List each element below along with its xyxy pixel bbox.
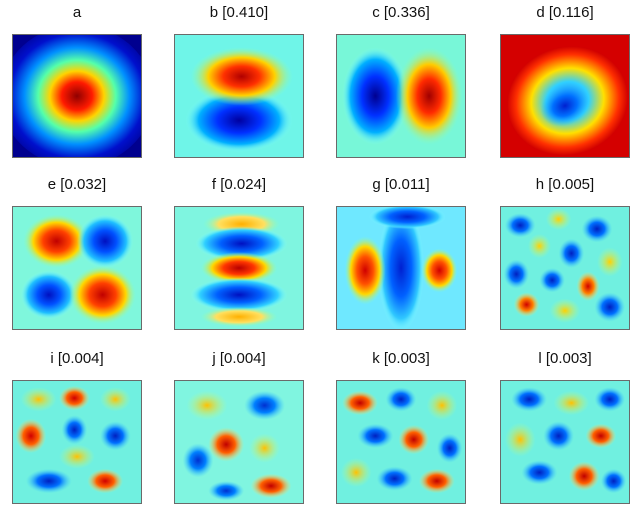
panel-title: h [0.005] bbox=[535, 176, 595, 193]
panel-title: a bbox=[72, 4, 82, 21]
heatmap-f bbox=[174, 206, 304, 330]
heatmap-e bbox=[12, 206, 142, 330]
heatmap-k bbox=[336, 380, 466, 504]
panel-j: j [0.004] bbox=[174, 350, 304, 510]
panel-title: i [0.004] bbox=[50, 350, 104, 367]
panel-e: e [0.032] bbox=[12, 176, 142, 336]
heatmap-l bbox=[500, 380, 630, 504]
panel-g: g [0.011] bbox=[336, 176, 466, 336]
heatmap-a bbox=[12, 34, 142, 158]
panel-title: b [0.410] bbox=[209, 4, 269, 21]
panel-title: l [0.003] bbox=[538, 350, 592, 367]
heatmap-i bbox=[12, 380, 142, 504]
panel-b: b [0.410] bbox=[174, 4, 304, 164]
panel-c: c [0.336] bbox=[336, 4, 466, 164]
heatmap-b bbox=[174, 34, 304, 158]
heatmap-d bbox=[500, 34, 630, 158]
panel-title: f [0.024] bbox=[211, 176, 267, 193]
heatmap-j bbox=[174, 380, 304, 504]
heatmap-g bbox=[336, 206, 466, 330]
panel-title: g [0.011] bbox=[372, 176, 430, 193]
panel-title: e [0.032] bbox=[47, 176, 107, 193]
panel-i: i [0.004] bbox=[12, 350, 142, 510]
panel-title: j [0.004] bbox=[212, 350, 266, 367]
panel-k: k [0.003] bbox=[336, 350, 466, 510]
panel-f: f [0.024] bbox=[174, 176, 304, 336]
panel-l: l [0.003] bbox=[500, 350, 630, 510]
heatmap-c bbox=[336, 34, 466, 158]
panel-h: h [0.005] bbox=[500, 176, 630, 336]
panel-title: c [0.336] bbox=[372, 4, 430, 21]
panel-d: d [0.116] bbox=[500, 4, 630, 164]
panel-title: d [0.116] bbox=[536, 4, 594, 21]
heatmap-h bbox=[500, 206, 630, 330]
panel-title: k [0.003] bbox=[372, 350, 430, 367]
panel-a: a bbox=[12, 4, 142, 164]
